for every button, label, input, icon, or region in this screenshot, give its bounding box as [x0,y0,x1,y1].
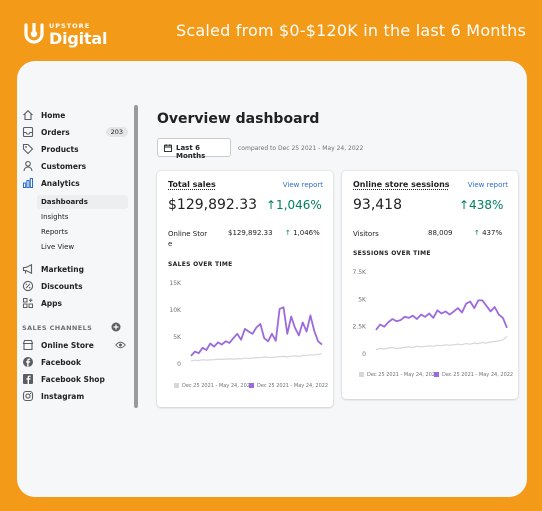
bar-chart-icon [23,178,34,188]
row-value: 88,009 [428,229,453,237]
total-sales-change: ↑1,046% [266,198,322,212]
current-period-line [375,299,508,331]
sidebar-channel-instagram[interactable]: Instagram [17,390,132,405]
sidebar-item-label: Instagram [41,392,85,401]
legend-label-previous: Dec 25 2021 - May 24, 2022 [182,383,253,389]
eye-icon[interactable] [115,340,126,350]
sidebar-scrollbar[interactable] [134,105,138,408]
sales-chart: 15K 10K 5K 0 Dec 25 2021 - May 24, 2022 Dec 2… [169,280,328,389]
sidebar-item-label: Discounts [41,282,83,291]
orders-count-badge: 203 [105,127,128,137]
sidebar-subitem-reports[interactable]: Reports [41,228,68,236]
legend-label-current: Dec 25 2021 - May 24, 2022 [257,383,328,389]
add-channel-icon[interactable] [111,322,121,332]
sidebar-item-label: Products [41,145,79,154]
sidebar-item-analytics[interactable]: Analytics [17,177,132,192]
facebook-icon [23,357,33,367]
legend-swatch-current [249,383,254,388]
chart-section-title: SALES OVER TIME [168,261,233,268]
megaphone-icon [22,263,33,275]
facebook-square-icon [23,374,33,384]
sidebar: Home Orders 203 Products Customers Analy… [17,109,132,409]
sidebar-subitem-insights[interactable]: Insights [41,213,69,221]
chart-section-title: SESSIONS OVER TIME [353,250,431,257]
sidebar-channel-facebook-shop[interactable]: Facebook Shop [17,373,132,388]
date-range-button[interactable]: Last 6 Months [157,138,231,160]
active-item-highlight [37,195,128,209]
orders-icon [22,126,34,138]
sidebar-channel-facebook[interactable]: Facebook [17,356,132,371]
view-report-link[interactable]: View report [282,181,323,189]
current-period-line [190,306,323,357]
home-icon [23,110,33,121]
compare-text: compared to Dec 25 2021 - May 24, 2022 [238,145,364,152]
legend-swatch-previous [174,383,179,388]
sidebar-item-label: Apps [41,299,63,308]
y-tick-label: 15K [169,280,182,287]
store-icon [22,339,34,351]
sidebar-subitem-dashboards[interactable]: Dashboards [41,198,88,206]
sidebar-item-apps[interactable]: Apps [17,297,132,312]
sessions-chart: 7.5K 5K 2.5K 0 Dec 25 2021 - May 24, 2022 Dec… [353,269,514,378]
y-tick-label: 7.5K [353,269,368,276]
sidebar-item-discounts[interactable]: Discounts [17,280,132,295]
total-sales-value: $129,892.33 [168,197,258,213]
brand-top-text: UPSTORE [49,22,91,30]
sidebar-item-customers[interactable]: Customers [17,160,132,175]
sidebar-item-products[interactable]: Products [17,143,132,158]
y-tick-label: 0 [177,361,181,368]
y-tick-label: 5K [173,334,182,341]
sidebar-item-label: Home [41,111,66,120]
sidebar-item-label: Customers [41,162,87,171]
brand-main-text: Digital [49,29,108,48]
sidebar-channel-online-store[interactable]: Online Store [17,339,132,354]
sessions-panel: Online store sessions View report 93,418… [342,171,518,399]
sidebar-item-label: Analytics [41,179,80,188]
y-tick-label: 5K [358,296,367,303]
sidebar-item-home[interactable]: Home [17,109,132,124]
sidebar-subitem-live-view[interactable]: Live View [41,243,75,251]
sidebar-item-label: Facebook [41,358,81,367]
instagram-icon [22,390,34,402]
panel-title[interactable]: Online store sessions [353,180,450,189]
row-label: Online Stor e [168,230,208,248]
y-tick-label: 0 [362,351,366,358]
sessions-change: ↑438% [459,198,504,212]
view-report-link[interactable]: View report [467,181,508,189]
sidebar-item-label: Online Store [41,341,94,350]
sidebar-item-label: Orders [41,128,70,137]
previous-period-line [375,336,508,351]
discount-icon [22,280,34,292]
apps-icon [23,298,33,308]
legend-label-previous: Dec 25 2021 - May 24, 2022 [367,372,438,378]
panel-title[interactable]: Total sales [168,180,216,189]
row-value: $129,892.33 [228,229,273,237]
tagline: Scaled from $0-$120K in the last 6 Month… [176,21,526,40]
sessions-value: 93,418 [353,197,402,213]
person-icon [23,160,33,172]
total-sales-panel: Total sales View report $129,892.33 ↑1,0… [157,171,333,407]
sidebar-item-orders[interactable]: Orders 203 [17,126,132,141]
legend-swatch-current [434,372,439,377]
y-tick-label: 10K [169,307,182,314]
sidebar-item-marketing[interactable]: Marketing [17,263,132,278]
page-title: Overview dashboard [157,111,320,127]
row-change: ↑ 437% [474,229,503,237]
previous-period-line [190,353,323,362]
row-label: Visitors [353,230,379,238]
y-tick-label: 2.5K [353,324,368,331]
sales-channels-heading: SALES CHANNELS [22,324,93,332]
dashboard-card: Home Orders 203 Products Customers Analy… [17,61,527,497]
calendar-icon [164,144,172,152]
brand-logo: UPSTORE Digital [22,14,112,48]
logo-mark-icon [24,23,44,44]
sidebar-item-label: Marketing [41,265,84,274]
tag-icon [22,143,34,155]
legend-swatch-previous [359,372,364,377]
row-change: ↑ 1,046% [285,229,320,237]
date-range-label: Last 6 Months [176,144,206,160]
sidebar-item-label: Facebook Shop [41,375,105,384]
legend-label-current: Dec 25 2021 - May 24, 2022 [442,372,513,378]
